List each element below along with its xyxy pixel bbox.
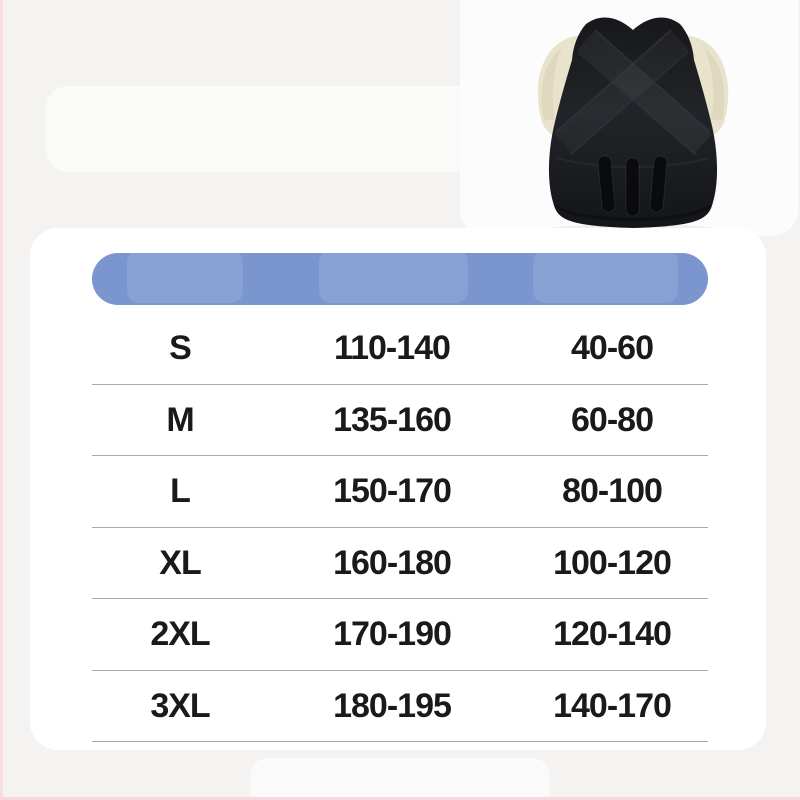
faint-highlight-panel	[46, 86, 508, 172]
range-cell: 180-195	[333, 686, 452, 725]
vest-strap-sheen	[554, 30, 689, 154]
range-cell: 160-180	[333, 543, 452, 582]
left-pink-edge	[0, 0, 3, 800]
vest-strap-seam	[569, 51, 689, 156]
size-chart-card: S 110-140 40-60 M 135-160 60-80 L 150-170 80-100…	[30, 228, 766, 750]
table-row: M 135-160 60-80	[92, 385, 708, 456]
vest-body	[548, 17, 718, 228]
vest-strap-seam	[577, 51, 697, 156]
header-segment	[127, 250, 243, 303]
size-table: S 110-140 40-60 M 135-160 60-80 L 150-170 80-100…	[92, 313, 708, 742]
range-cell: 140-170	[553, 686, 672, 725]
vest-strap-seam	[594, 29, 711, 133]
range-cell: 100-120	[553, 543, 672, 582]
size-cell: 3XL	[150, 686, 210, 725]
header-segment	[319, 250, 468, 303]
table-row: S 110-140 40-60	[92, 313, 708, 385]
range-cell: 135-160	[333, 400, 452, 439]
product-photo	[460, 0, 798, 236]
range-cell: 80-100	[562, 472, 663, 511]
vest-strap-sheen	[577, 30, 712, 154]
support-bar	[649, 155, 668, 213]
table-row: XL 160-180 100-120	[92, 528, 708, 599]
support-bar	[597, 155, 616, 213]
size-cell: L	[170, 472, 191, 511]
mannequin-shading	[704, 48, 725, 120]
range-cell: 150-170	[333, 472, 452, 511]
size-cell: S	[169, 329, 192, 368]
range-cell: 40-60	[571, 329, 654, 368]
table-header-bar	[92, 250, 708, 305]
table-row: 2XL 170-190 120-140	[92, 599, 708, 671]
bottom-pink-edge	[0, 797, 800, 800]
posture-corrector-vest-illustration	[537, 17, 729, 236]
vest-strap-seam	[555, 29, 672, 133]
range-cell: 170-190	[333, 615, 452, 654]
table-row: L 150-170 80-100	[92, 456, 708, 528]
support-bar	[625, 157, 640, 217]
bottom-card-peek	[250, 758, 550, 800]
range-cell: 120-140	[553, 615, 672, 654]
range-cell: 60-80	[571, 400, 654, 439]
mannequin-shading	[541, 48, 562, 120]
size-cell: 2XL	[150, 615, 210, 654]
size-cell: M	[166, 400, 194, 439]
table-row: 3XL 180-195 140-170	[92, 671, 708, 742]
size-cell: XL	[159, 543, 201, 582]
vest-hem	[555, 204, 711, 221]
header-segment	[533, 250, 678, 303]
range-cell: 110-140	[334, 329, 451, 368]
